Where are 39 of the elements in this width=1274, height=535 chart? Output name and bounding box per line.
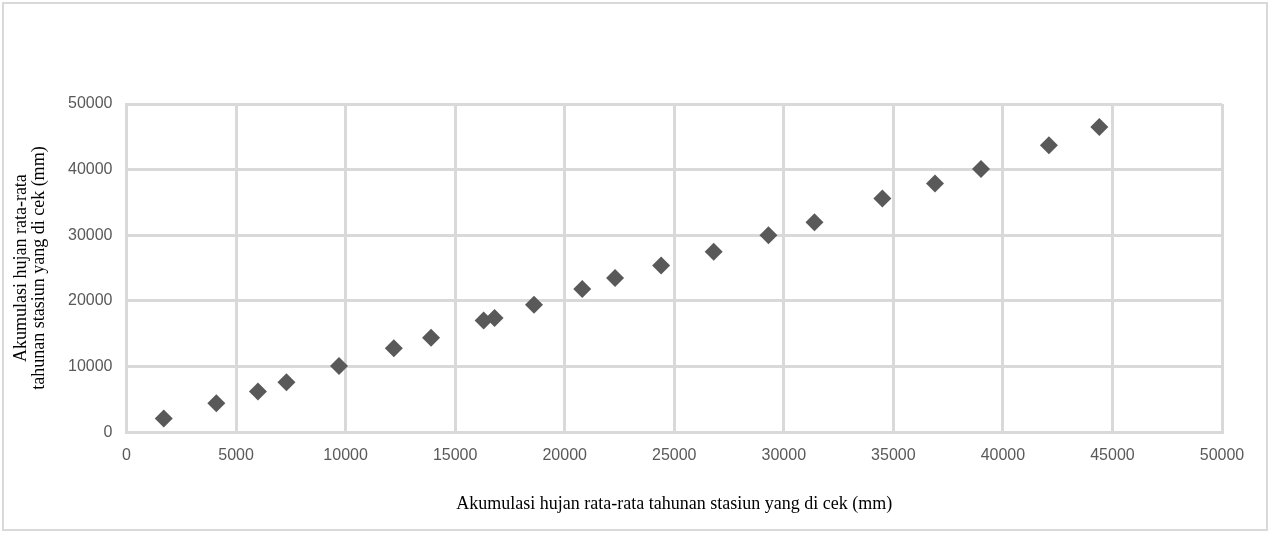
point [704, 242, 723, 261]
point [971, 159, 990, 178]
y-axis-title: Akumulasi hujan rata-rata tahunan stasiun yang di cek (mm) [9, 146, 49, 390]
x-tick-label: 45000 [1090, 446, 1135, 464]
point [422, 328, 441, 347]
point [1090, 117, 1109, 136]
point [485, 308, 504, 327]
x-tick-label: 25000 [652, 446, 697, 464]
point [606, 268, 625, 287]
point [652, 256, 671, 275]
point [925, 174, 944, 193]
x-tick-label: 40000 [980, 446, 1026, 464]
y-tick-label: 20000 [67, 291, 113, 309]
point [384, 339, 403, 358]
point [154, 409, 173, 428]
point [805, 213, 824, 232]
point [525, 295, 544, 314]
x-tick-label: 35000 [871, 446, 916, 464]
point [248, 382, 267, 401]
y-tick-label: 30000 [67, 225, 113, 243]
point [207, 394, 226, 413]
x-tick-label: 0 [122, 446, 132, 464]
point [873, 189, 892, 208]
x-tick-label: 30000 [761, 446, 807, 464]
y-tick-label: 50000 [67, 94, 113, 112]
point [1039, 136, 1058, 155]
x-tick-label: 10000 [323, 446, 368, 464]
point [277, 373, 296, 392]
y-tick-label: 10000 [67, 356, 113, 374]
y-tick-label: 0 [103, 422, 113, 440]
x-axis-title: Akumulasi hujan rata-rata tahunan stasiun yang di cek (mm) [456, 492, 893, 514]
x-tick-label: 20000 [542, 446, 588, 464]
y-tick-label: 40000 [67, 160, 113, 178]
x-tick-label: 50000 [1199, 446, 1245, 464]
point [759, 226, 778, 245]
point [573, 280, 592, 299]
x-tick-label: 5000 [218, 446, 254, 464]
point [330, 356, 349, 375]
x-tick-label: 15000 [432, 446, 478, 464]
